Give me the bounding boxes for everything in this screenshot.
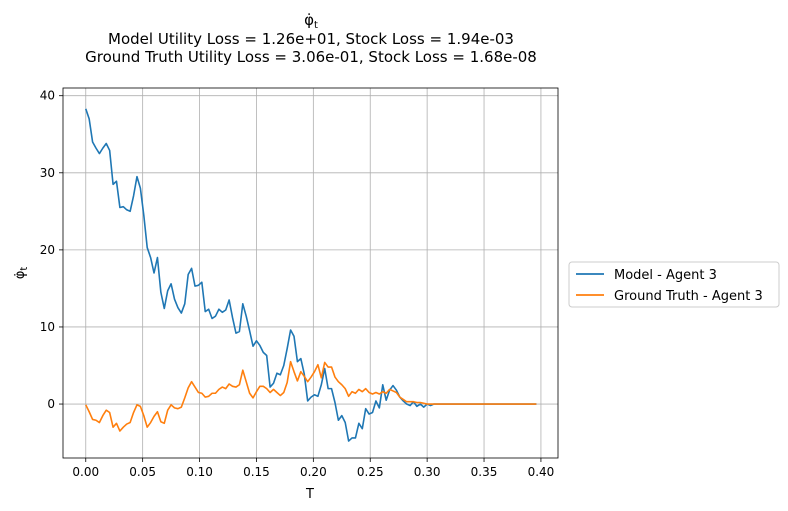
- x-tick-label: 0.05: [129, 465, 156, 479]
- x-axis-label: T: [305, 487, 314, 502]
- x-tick-label: 0.40: [528, 465, 555, 479]
- y-axis-label: φ̇t: [13, 267, 30, 280]
- series-lines: [85, 108, 537, 442]
- x-tick-label: 0.00: [72, 465, 99, 479]
- plot-area-frame: [62, 87, 559, 459]
- y-tick-label: 0: [47, 397, 55, 411]
- chart-subtitle-ground-truth: Ground Truth Utility Loss = 3.06e-01, St…: [85, 48, 537, 66]
- x-tick-label: 0.35: [471, 465, 498, 479]
- y-ticks: 0 10 20 30 40: [40, 89, 63, 411]
- y-tick-label: 30: [40, 166, 55, 180]
- legend-label-model: Model - Agent 3: [614, 268, 717, 283]
- x-tick-label: 0.15: [243, 465, 270, 479]
- x-tick-label: 0.25: [357, 465, 384, 479]
- y-tick-label: 10: [40, 320, 55, 334]
- x-tick-label: 0.10: [186, 465, 213, 479]
- x-tick-label: 0.20: [300, 465, 327, 479]
- series-line-model: [85, 108, 537, 442]
- x-tick-label: 0.30: [414, 465, 441, 479]
- y-tick-label: 40: [40, 89, 55, 103]
- legend: Model - Agent 3 Ground Truth - Agent 3: [568, 261, 780, 308]
- chart-title: φ̇t: [304, 11, 318, 31]
- x-ticks: 0.00 0.05 0.10 0.15 0.20 0.25 0.30 0.35 0.40: [72, 458, 554, 479]
- legend-label-ground-truth: Ground Truth - Agent 3: [614, 289, 763, 304]
- y-tick-label: 20: [40, 243, 55, 257]
- grid: [63, 88, 558, 458]
- legend-box: [568, 261, 780, 308]
- series-line-ground-truth: [85, 360, 537, 432]
- chart-subtitle-model: Model Utility Loss = 1.26e+01, Stock Los…: [108, 30, 514, 48]
